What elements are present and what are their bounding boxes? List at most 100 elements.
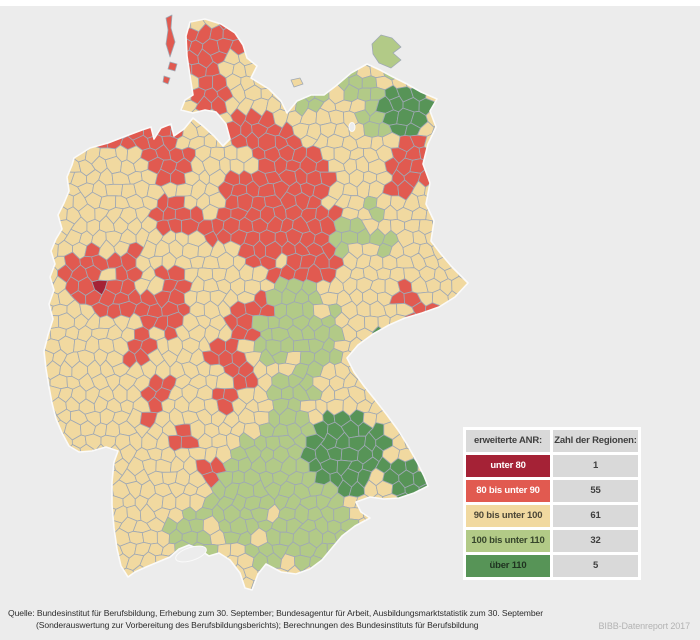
district-cell <box>453 134 468 152</box>
district-cell <box>398 59 415 79</box>
district-cell <box>98 99 114 113</box>
district-cell <box>384 564 398 584</box>
district-cell <box>432 311 449 330</box>
district-cell <box>63 565 82 585</box>
district-cell <box>402 529 421 545</box>
lakes-layer <box>175 122 356 563</box>
district-cell <box>112 99 131 116</box>
district-cell <box>44 399 54 416</box>
district-cell <box>395 542 414 557</box>
district-cell <box>452 19 468 32</box>
district-cell <box>44 312 47 332</box>
district-cell <box>447 73 463 90</box>
district-cell <box>465 156 468 176</box>
district-cell <box>129 578 143 590</box>
district-cell <box>375 360 393 379</box>
district-cell <box>382 493 398 510</box>
district-cell <box>426 446 442 463</box>
district-cell <box>63 516 81 533</box>
district-cell <box>438 83 456 101</box>
district-cell <box>473 195 490 211</box>
district-cell <box>49 180 66 200</box>
district-cell <box>147 19 166 33</box>
district-cell <box>355 591 373 605</box>
district-cell <box>36 592 51 608</box>
district-cell <box>382 374 399 393</box>
district-cell <box>388 506 408 522</box>
district-cell <box>375 337 392 353</box>
district-cell <box>437 542 454 560</box>
district-cell <box>280 577 295 590</box>
district-cell <box>175 183 194 197</box>
district-cell <box>349 24 364 42</box>
district-cell <box>314 563 332 585</box>
district-cell <box>405 553 421 570</box>
district-cell <box>416 337 435 353</box>
district-cell <box>84 507 102 524</box>
district-cell <box>363 338 378 357</box>
district-cell <box>349 531 367 548</box>
district-cell <box>426 36 442 56</box>
district-cell <box>438 447 454 464</box>
district-cell <box>71 455 88 473</box>
district-cell <box>291 27 308 43</box>
district-cell <box>438 231 455 249</box>
district-cell <box>344 589 357 590</box>
district-cell <box>472 170 487 188</box>
district-cell <box>63 132 82 150</box>
district-cell <box>416 408 434 428</box>
district-cell <box>433 25 450 43</box>
district-cell <box>411 19 429 32</box>
lake <box>175 545 207 563</box>
district-cell <box>445 314 464 331</box>
district-cell <box>286 19 303 29</box>
district-cell <box>139 579 158 590</box>
district-cell <box>367 518 386 535</box>
district-cell <box>473 579 490 596</box>
district-cell <box>44 229 51 248</box>
district-cell <box>314 36 330 53</box>
district-cell <box>452 253 468 272</box>
district-cell <box>127 75 145 89</box>
district-cell <box>411 325 429 342</box>
district-cell <box>417 456 434 473</box>
lake <box>348 122 356 132</box>
district-cell <box>91 63 109 80</box>
district-cell <box>430 506 449 523</box>
district-cell <box>44 444 54 461</box>
district-cell <box>384 517 399 535</box>
district-cell <box>424 421 442 439</box>
district-cell <box>306 578 325 590</box>
district-cell <box>44 540 54 560</box>
district-cell <box>153 99 172 117</box>
district-cell <box>354 19 372 29</box>
district-cell <box>201 564 219 581</box>
district-cell <box>384 591 400 606</box>
district-cell <box>426 327 442 345</box>
district-cell <box>120 111 138 126</box>
district-cell <box>341 38 359 57</box>
district-cell <box>402 48 419 67</box>
district-cell <box>319 291 339 306</box>
district-cell <box>432 337 449 353</box>
district-cell <box>30 1 46 16</box>
district-cell <box>50 492 66 509</box>
district-cell <box>432 363 449 377</box>
district-cell <box>418 529 433 549</box>
district-cell <box>395 323 415 342</box>
district-cell <box>295 48 308 67</box>
district-cell <box>459 335 468 354</box>
district-cell <box>376 506 394 521</box>
district-cell <box>363 19 378 21</box>
district-cell <box>473 408 488 425</box>
district-cell <box>424 589 442 590</box>
district-cell <box>319 24 337 41</box>
district-cell <box>87 3 101 17</box>
district-cell <box>245 19 262 31</box>
district-cell <box>398 588 415 590</box>
district-cell <box>84 527 103 547</box>
district-cell <box>445 144 461 162</box>
district-cell <box>368 372 384 390</box>
district-cell <box>44 24 48 42</box>
